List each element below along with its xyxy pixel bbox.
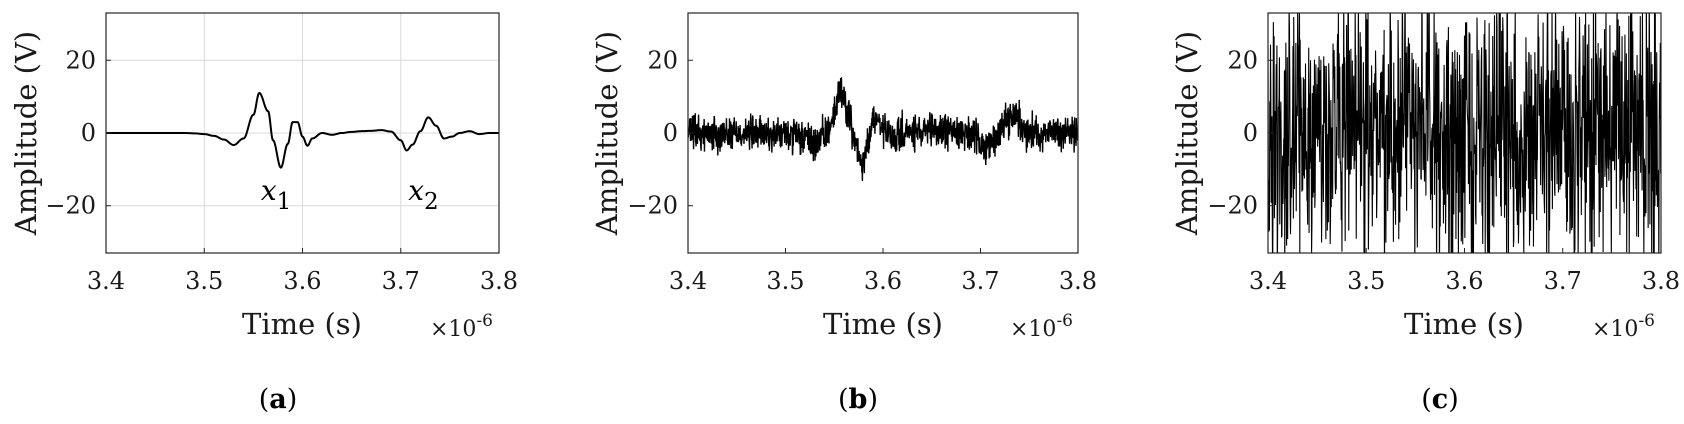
x-tick-label: 3.5 xyxy=(1347,267,1385,295)
panel-a: 3.4 3.5 3.6 3.7 3.8 −20 0 20 Time (s) Amplitud… xyxy=(9,12,518,415)
y-tick-label: −20 xyxy=(1207,192,1258,220)
y-axis-label-a: Amplitude (V) xyxy=(9,31,43,236)
panel-letter-c: c xyxy=(1432,384,1448,415)
x-tick-label: 3.4 xyxy=(1249,267,1287,295)
x-tick-label: 3.5 xyxy=(766,267,804,295)
y-tick-label: 20 xyxy=(647,46,678,74)
x-tick-label: 3.7 xyxy=(961,267,999,295)
peak-annotation: x1 xyxy=(261,174,291,215)
annotations-a: x1 x2 xyxy=(261,174,439,215)
x-multiplier-b: ×10-6 xyxy=(1010,311,1073,342)
signal-line-c xyxy=(1268,13,1661,253)
y-tick-label: 20 xyxy=(65,46,96,74)
panel-c: 3.4 3.5 3.6 3.7 3.8 −20 0 20 Time (s) Amplitud… xyxy=(1170,12,1680,415)
x-tick-label: 3.8 xyxy=(480,267,518,295)
peak-annotation: x2 xyxy=(408,174,438,215)
plot-area-a xyxy=(106,91,499,169)
panel-label-b: (b) xyxy=(838,384,878,415)
y-tick-label: 0 xyxy=(663,119,678,147)
signal-line-b xyxy=(688,77,1078,181)
x-tick-label: 3.5 xyxy=(185,267,223,295)
panel-label-a: (a) xyxy=(259,384,298,415)
x-tick-label: 3.4 xyxy=(87,267,125,295)
x-ticks-a: 3.4 3.5 3.6 3.7 3.8 xyxy=(87,248,518,295)
x-axis-label-a: Time (s) xyxy=(242,307,362,341)
panel-letter-b: b xyxy=(849,384,868,415)
x-tick-label: 3.8 xyxy=(1059,267,1097,295)
y-tick-label: 0 xyxy=(1243,119,1258,147)
x-axis-label-c: Time (s) xyxy=(1404,307,1524,341)
x-multiplier-a: ×10-6 xyxy=(430,311,493,342)
x-tick-label: 3.6 xyxy=(283,267,321,295)
y-axis-label-b: Amplitude (V) xyxy=(590,31,624,236)
plot-area-c xyxy=(1268,13,1661,253)
y-tick-label: −20 xyxy=(45,192,96,220)
y-tick-label: 20 xyxy=(1227,46,1258,74)
y-axis-label-c: Amplitude (V) xyxy=(1170,31,1204,236)
y-ticks-b: −20 0 20 xyxy=(627,46,693,220)
y-tick-label: 0 xyxy=(81,119,96,147)
x-axis-label-b: Time (s) xyxy=(823,307,943,341)
plot-area-b xyxy=(688,77,1078,181)
panel-b: 3.4 3.5 3.6 3.7 3.8 −20 0 20 Time (s) Amplitud… xyxy=(590,12,1097,415)
x-ticks-c: 3.4 3.5 3.6 3.7 3.8 xyxy=(1249,248,1680,295)
panel-label-c: (c) xyxy=(1421,384,1459,415)
signal-line-a xyxy=(106,91,499,169)
x-tick-label: 3.7 xyxy=(382,267,420,295)
x-tick-label: 3.7 xyxy=(1544,267,1582,295)
x-tick-label: 3.8 xyxy=(1642,267,1680,295)
x-ticks-b: 3.4 3.5 3.6 3.7 3.8 xyxy=(669,248,1097,295)
y-ticks-a: −20 0 20 xyxy=(45,46,111,220)
y-tick-label: −20 xyxy=(627,192,678,220)
x-tick-label: 3.4 xyxy=(669,267,707,295)
x-tick-label: 3.6 xyxy=(864,267,902,295)
panel-letter-a: a xyxy=(269,384,287,415)
x-multiplier-c: ×10-6 xyxy=(1592,311,1655,342)
x-tick-label: 3.6 xyxy=(1445,267,1483,295)
y-ticks-c: −20 0 20 xyxy=(1207,46,1273,220)
